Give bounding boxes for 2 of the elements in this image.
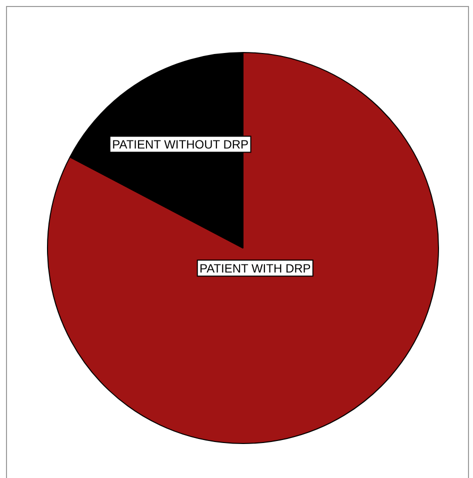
- slice-label: PATIENT WITH DRP: [199, 261, 311, 276]
- slice-label: PATIENT WITHOUT DRP: [112, 138, 249, 152]
